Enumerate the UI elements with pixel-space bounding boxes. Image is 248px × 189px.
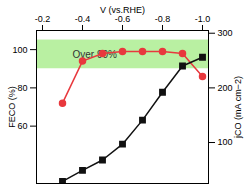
svg-text:-0.2: -0.2 xyxy=(35,14,51,24)
svg-text:200: 200 xyxy=(218,83,233,93)
svg-text:V (vs.RHE): V (vs.RHE) xyxy=(100,5,145,15)
svg-text:80: 80 xyxy=(17,83,27,93)
svg-text:100: 100 xyxy=(218,137,233,147)
svg-text:300: 300 xyxy=(218,28,233,38)
svg-text:Over 90%: Over 90% xyxy=(73,49,118,60)
svg-text:100: 100 xyxy=(12,45,27,55)
svg-text:-0.8: -0.8 xyxy=(155,14,171,24)
svg-text:FECO (%): FECO (%) xyxy=(7,86,17,128)
svg-text:-1.0: -1.0 xyxy=(195,14,211,24)
svg-text:60: 60 xyxy=(17,121,27,131)
svg-text:-0.6: -0.6 xyxy=(115,14,131,24)
svg-text:-0.4: -0.4 xyxy=(75,14,91,24)
svg-text:jCO (mA cm−2): jCO (mA cm−2) xyxy=(233,76,243,139)
